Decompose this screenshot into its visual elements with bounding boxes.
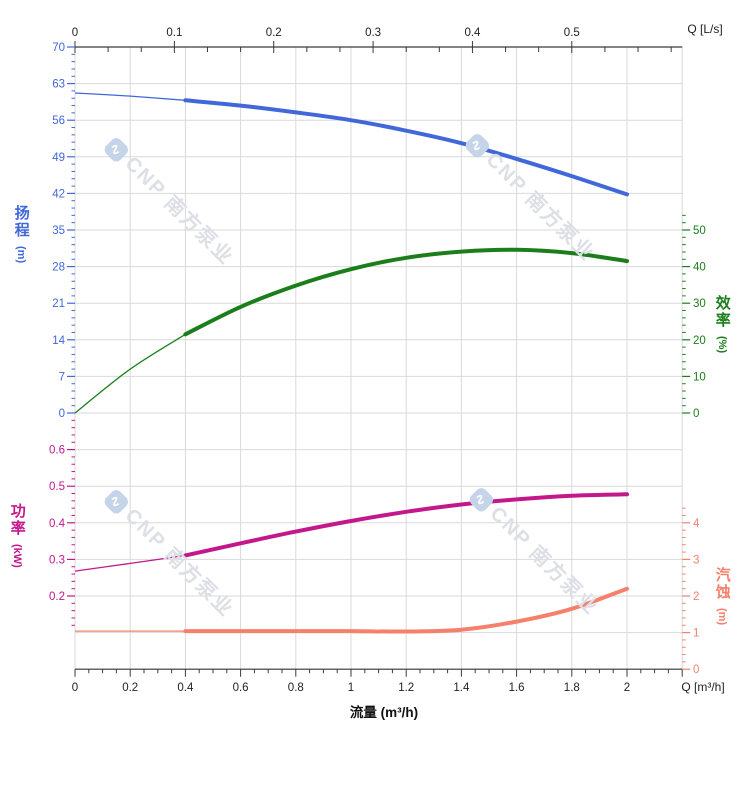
efficiency-axis-tick-label: 0: [693, 408, 699, 420]
head-axis-tick-label: 42: [52, 188, 65, 200]
npsh-axis-tick-label: 4: [693, 518, 700, 530]
top-axis-tick-label: 0.5: [564, 27, 580, 39]
npsh-axis-tick-label: 1: [693, 628, 699, 640]
top-axis-tick-label: 0.2: [266, 27, 282, 39]
power-axis-title-text: 功率: [8, 503, 26, 537]
head-axis-tick-label: 14: [52, 335, 65, 347]
head-axis-unit: (m): [14, 246, 27, 264]
head-axis-tick-label: 63: [52, 79, 65, 91]
head-axis-tick-label: 49: [52, 152, 65, 164]
head-axis-tick-label: 7: [59, 371, 65, 383]
head-axis-title-text: 扬程: [12, 205, 30, 239]
npsh-curve: [183, 586, 629, 634]
top-axis-tick-label: 0: [72, 27, 78, 39]
bottom-axis-unit-label: Q [m³/h]: [681, 680, 725, 694]
top-axis-tick-label: 0.3: [365, 27, 381, 39]
bottom-axis-tick-label: 0.8: [288, 682, 304, 694]
power-curve: [183, 492, 629, 558]
head-axis-tick-label: 0: [59, 408, 65, 420]
npsh-axis-title: 汽蚀 (m): [713, 567, 731, 626]
efficiency-axis-tick-label: 50: [693, 225, 706, 237]
head-axis-tick-label: 21: [52, 298, 65, 310]
power-axis-title: 功率 (kW): [8, 503, 26, 568]
efficiency-axis-tick-label: 20: [693, 335, 706, 347]
bottom-axis-tick-label: 0.4: [177, 682, 194, 694]
bottom-axis-tick-label: 1: [348, 682, 354, 694]
bottom-axis-tick-label: 0.6: [233, 682, 249, 694]
power-axis-tick-label: 0.5: [49, 481, 65, 493]
bottom-axis-tick-label: 1.4: [453, 682, 470, 694]
efficiency-axis-tick-label: 30: [693, 298, 706, 310]
bottom-axis-tick-label: 0: [72, 682, 78, 694]
power-axis-tick-label: 0.4: [49, 518, 66, 530]
efficiency-axis-tick-label: 40: [693, 262, 706, 274]
efficiency-axis-title-text: 效率: [713, 295, 731, 329]
npsh-axis-tick-label: 2: [693, 591, 699, 603]
bottom-axis-tick-label: 1.2: [398, 682, 414, 694]
power-axis-unit: (kW): [10, 544, 23, 568]
npsh-axis-unit: (m): [715, 608, 728, 626]
top-axis-unit-label: Q [L/s]: [687, 22, 723, 36]
npsh-axis-title-text: 汽蚀: [713, 567, 731, 601]
top-axis-tick-label: 0.4: [464, 27, 481, 39]
head-curve: [183, 98, 629, 197]
power-curve-thin: [74, 554, 186, 572]
head-axis-tick-label: 56: [52, 115, 65, 127]
top-axis-tick-label: 0.1: [166, 27, 182, 39]
efficiency-curve-thin: [74, 333, 186, 414]
efficiency-axis-tick-label: 10: [693, 371, 706, 383]
bottom-axis-tick-label: 0.2: [122, 682, 138, 694]
head-curve-thin: [74, 92, 186, 101]
efficiency-curve: [183, 247, 629, 337]
power-axis-tick-label: 0.2: [49, 591, 65, 603]
x-axis-title: 流量 (m³/h): [349, 705, 419, 720]
bottom-axis-tick-label: 2: [624, 682, 630, 694]
efficiency-axis-title: 效率 (%): [713, 295, 731, 354]
power-axis-tick-label: 0.6: [49, 445, 65, 457]
npsh-axis-tick-label: 3: [693, 554, 699, 566]
head-axis-tick-label: 70: [52, 42, 65, 54]
head-axis-tick-label: 35: [52, 225, 65, 237]
bottom-axis-tick-label: 1.6: [509, 682, 525, 694]
power-axis-tick-label: 0.3: [49, 554, 65, 566]
efficiency-axis-unit: (%): [715, 336, 728, 354]
head-axis-tick-label: 28: [52, 262, 65, 274]
bottom-axis-tick-label: 1.8: [564, 682, 580, 694]
head-axis-title: 扬程 (m): [12, 205, 30, 264]
npsh-axis-tick-label: 0: [693, 664, 699, 676]
